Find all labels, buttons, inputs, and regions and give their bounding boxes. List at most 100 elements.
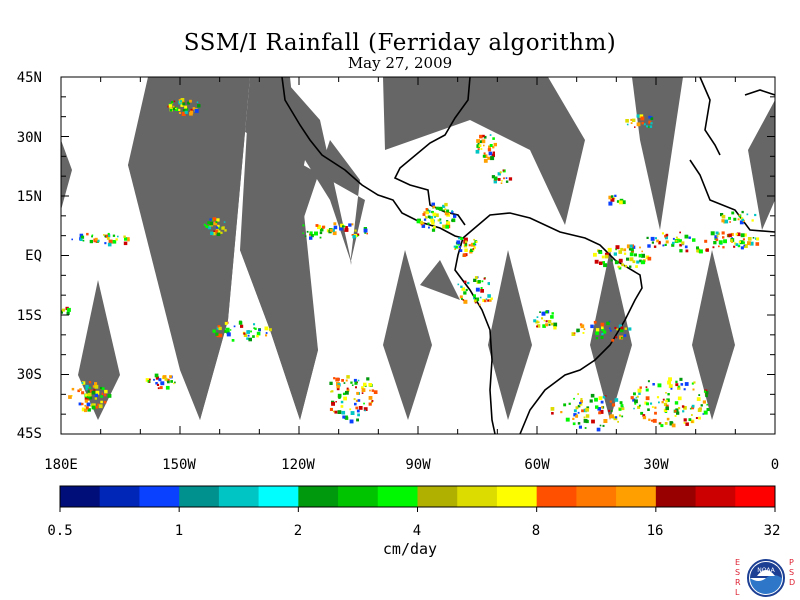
rain-cell [429, 215, 434, 220]
rain-cell [751, 219, 754, 222]
rain-cell [545, 323, 549, 327]
rain-cell [623, 334, 627, 337]
rain-cell [371, 389, 375, 392]
rain-cell [661, 232, 664, 235]
rain-cell [668, 384, 673, 389]
rain-cell [602, 395, 606, 399]
rain-cell [720, 213, 724, 217]
logo-letter: D [789, 578, 796, 587]
rain-cell [658, 401, 660, 404]
rain-cell [107, 394, 112, 398]
rain-cell [431, 211, 434, 214]
rain-cell [319, 231, 323, 235]
rain-cell [499, 171, 502, 174]
rain-cell [678, 239, 682, 243]
rain-cell [603, 419, 608, 423]
rain-cell [646, 236, 649, 239]
rain-cell [537, 321, 540, 324]
rain-cell [626, 244, 631, 249]
rain-cell [348, 223, 352, 227]
rain-cell [599, 261, 603, 265]
rain-cell [215, 221, 218, 224]
rain-cell [621, 415, 624, 418]
rain-cell [483, 135, 487, 139]
rain-cell [349, 419, 354, 424]
rain-cell [754, 213, 757, 217]
rain-cell [439, 221, 442, 224]
rain-cell [630, 118, 633, 121]
rain-cell [497, 172, 501, 176]
noaa-logo[interactable]: E S R L NOAA P S D [735, 558, 797, 598]
rain-cell [431, 228, 436, 232]
rain-cell [310, 234, 314, 238]
swath-gap [78, 280, 120, 420]
rain-cell [216, 226, 219, 229]
rain-cell [644, 401, 648, 405]
rain-cell [421, 224, 426, 228]
swath-gap [748, 100, 775, 230]
rain-cell [172, 106, 176, 110]
rain-cell [591, 419, 595, 424]
rain-cell [533, 319, 537, 323]
rain-cell [100, 400, 103, 404]
rain-cell [475, 287, 480, 292]
rain-cell [628, 327, 632, 331]
rain-cell [178, 99, 181, 101]
rain-cell [585, 407, 589, 412]
rain-cell [319, 227, 324, 232]
rain-cell [95, 405, 99, 409]
rain-cell [542, 324, 546, 328]
rain-cell [740, 246, 744, 250]
rain-cell [164, 377, 168, 381]
colorbar-swatch [457, 486, 498, 507]
rain-cell [339, 226, 343, 231]
rain-cell [268, 328, 272, 332]
logo-letter: E [735, 558, 741, 567]
rain-cell [508, 177, 513, 181]
rain-cell [253, 323, 256, 326]
rain-cell [361, 388, 366, 392]
rain-cell [169, 375, 172, 378]
rain-cell [182, 102, 186, 106]
rain-cell [443, 209, 445, 212]
rain-cell [576, 328, 580, 333]
rain-cell [368, 383, 372, 387]
rain-cell [602, 424, 605, 427]
rain-cell [637, 388, 642, 393]
rain-cell [216, 230, 221, 235]
rain-cell [361, 392, 364, 394]
rain-cell [747, 237, 752, 241]
rain-cell [265, 332, 268, 334]
rain-cell [671, 243, 675, 247]
rain-cell [492, 151, 495, 154]
rain-cell [715, 231, 719, 235]
rain-cell [229, 329, 232, 331]
rain-cell [693, 381, 696, 384]
rain-cell [610, 197, 615, 202]
rain-cell [642, 415, 647, 420]
rain-cell [595, 405, 599, 409]
rain-cell [89, 389, 93, 393]
rain-cell [724, 219, 729, 224]
rain-cell [738, 214, 741, 216]
rain-cell [368, 396, 373, 400]
rain-cell [682, 410, 685, 413]
rain-cell [551, 312, 554, 315]
rain-cell [238, 321, 243, 325]
rain-cell [481, 280, 484, 283]
rain-cell [636, 114, 640, 118]
rain-cell [344, 415, 348, 420]
rain-cell [231, 339, 235, 342]
rain-cell [464, 237, 468, 242]
rain-cell [218, 226, 221, 229]
rain-cell [51, 307, 53, 309]
rain-cell [681, 405, 685, 408]
rain-cell [433, 225, 436, 229]
iberia-coast [699, 77, 721, 156]
rain-cell [713, 241, 717, 245]
rain-cell [446, 220, 449, 223]
rain-cell [476, 144, 480, 148]
rain-cell [357, 399, 361, 402]
rain-cell [88, 386, 91, 389]
